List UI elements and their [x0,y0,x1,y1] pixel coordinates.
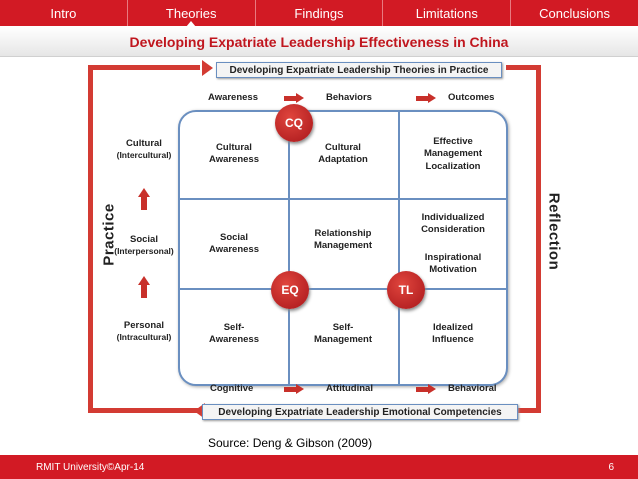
footer-copyright: RMIT University©Apr-14 [36,461,145,473]
frame-arrow-left-icon [194,403,205,419]
level-social: Social (Interpersonal) [104,234,184,257]
level-cultural: Cultural (Intercultural) [104,138,184,161]
level-personal: Personal (Intracultural) [104,320,184,343]
competency-grid: Cultural Awareness Cultural Adaptation E… [178,110,508,386]
title-bar: Developing Expatriate Leadership Effecti… [0,27,638,57]
frame-arrow-right-icon [202,60,213,76]
top-banner: Developing Expatriate Leadership Theorie… [216,62,502,78]
slide-title: Developing Expatriate Leadership Effecti… [129,33,509,50]
level-main-label: Cultural [126,138,162,149]
flow-arrow-icon [284,384,304,394]
tab-conclusions[interactable]: Conclusions [539,5,610,21]
frame-top-right [506,65,538,70]
bottom-banner: Developing Expatriate Leadership Emotion… [202,404,518,420]
frame-top-left [88,65,200,70]
tab-findings[interactable]: Findings [256,0,384,26]
grid-divider [288,112,290,384]
flow-outcomes: Outcomes [448,92,495,103]
frame-left [88,65,93,413]
flow-awareness: Awareness [208,92,258,103]
up-arrow-icon [138,188,150,210]
source-citation: Source: Deng & Gibson (2009) [208,436,373,450]
reflection-label: Reflection [545,192,563,271]
tab-limitations[interactable]: Limitations [383,0,512,26]
level-sub-label: (Intracultural) [116,332,172,343]
level-sub-label: (Interpersonal) [114,246,174,257]
cell-social-awareness: Social Awareness [209,232,259,256]
frame-bottom-right [506,408,541,413]
cell-idealized-influence: Idealized Influence [432,322,474,346]
flow-arrow-icon [416,384,436,394]
cell-effective-management: Effective Management Localization [423,136,483,172]
flow-behaviors: Behaviors [326,92,372,103]
footer-bar: RMIT University©Apr-14 6 [0,455,638,479]
cell-individualized-consideration: Individualized Consideration [421,212,485,236]
tab-intro[interactable]: Intro [0,0,128,26]
flow-attitudinal: Attitudinal [326,383,373,394]
grid-divider [180,288,506,290]
leadership-diagram: Practice Reflection Developing Expatriat… [86,58,563,431]
top-navigation: Intro Theories Findings Limitations Conc… [0,0,638,27]
cell-cultural-awareness: Cultural Awareness [209,142,259,166]
level-main-label: Social [130,234,158,245]
level-sub-label: (Intercultural) [116,150,172,161]
flow-cognitive: Cognitive [210,383,254,394]
cell-relationship-management: Relationship Management [313,228,373,252]
cq-circle: CQ [275,104,313,142]
cell-self-management: Self- Management [313,322,373,346]
tab-theories[interactable]: Theories [128,0,256,27]
grid-divider [180,198,506,200]
up-arrow-icon [138,276,150,298]
level-main-label: Personal [123,320,165,331]
frame-bottom-left [88,408,208,413]
tl-circle: TL [387,271,425,309]
grid-divider [398,112,400,384]
cell-self-awareness: Self- Awareness [209,322,259,346]
eq-circle: EQ [271,271,309,309]
flow-arrow-icon [416,93,436,103]
cell-inspirational-motivation: Inspirational Motivation [424,252,482,276]
flow-arrow-icon [284,93,304,103]
page-number: 6 [608,461,614,473]
frame-right [536,65,541,413]
cell-cultural-adaptation: Cultural Adaptation [318,142,368,166]
flow-behavioral: Behavioral [448,383,497,394]
